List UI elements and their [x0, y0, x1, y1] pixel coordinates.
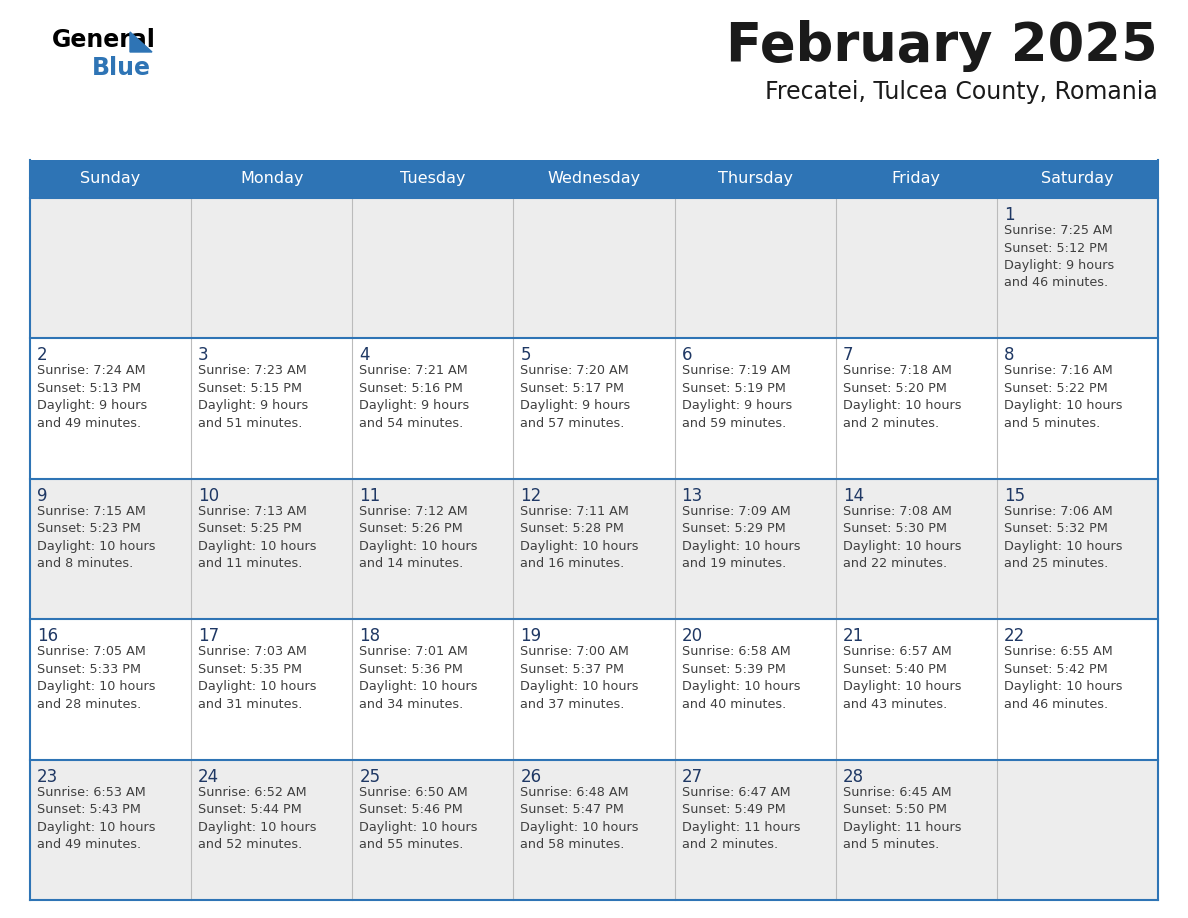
Text: Sunrise: 7:20 AM
Sunset: 5:17 PM
Daylight: 9 hours
and 57 minutes.: Sunrise: 7:20 AM Sunset: 5:17 PM Dayligh… [520, 364, 631, 430]
Text: Sunrise: 7:08 AM
Sunset: 5:30 PM
Daylight: 10 hours
and 22 minutes.: Sunrise: 7:08 AM Sunset: 5:30 PM Dayligh… [842, 505, 961, 570]
Text: 14: 14 [842, 487, 864, 505]
Text: 20: 20 [682, 627, 702, 645]
Text: Tuesday: Tuesday [400, 172, 466, 186]
Text: Sunrise: 7:16 AM
Sunset: 5:22 PM
Daylight: 10 hours
and 5 minutes.: Sunrise: 7:16 AM Sunset: 5:22 PM Dayligh… [1004, 364, 1123, 430]
Text: Sunrise: 7:15 AM
Sunset: 5:23 PM
Daylight: 10 hours
and 8 minutes.: Sunrise: 7:15 AM Sunset: 5:23 PM Dayligh… [37, 505, 156, 570]
Bar [30, 339, 1158, 479]
Text: 2: 2 [37, 346, 48, 364]
Text: Friday: Friday [892, 172, 941, 186]
Text: 11: 11 [359, 487, 380, 505]
Text: Wednesday: Wednesday [548, 172, 640, 186]
Text: 15: 15 [1004, 487, 1025, 505]
Text: Sunrise: 7:09 AM
Sunset: 5:29 PM
Daylight: 10 hours
and 19 minutes.: Sunrise: 7:09 AM Sunset: 5:29 PM Dayligh… [682, 505, 800, 570]
Text: 1: 1 [1004, 206, 1015, 224]
Text: Sunrise: 6:55 AM
Sunset: 5:42 PM
Daylight: 10 hours
and 46 minutes.: Sunrise: 6:55 AM Sunset: 5:42 PM Dayligh… [1004, 645, 1123, 711]
Text: Sunrise: 7:23 AM
Sunset: 5:15 PM
Daylight: 9 hours
and 51 minutes.: Sunrise: 7:23 AM Sunset: 5:15 PM Dayligh… [198, 364, 309, 430]
Bar [30, 479, 1158, 620]
Text: 13: 13 [682, 487, 703, 505]
Text: 28: 28 [842, 767, 864, 786]
Text: 18: 18 [359, 627, 380, 645]
Text: Sunrise: 6:52 AM
Sunset: 5:44 PM
Daylight: 10 hours
and 52 minutes.: Sunrise: 6:52 AM Sunset: 5:44 PM Dayligh… [198, 786, 317, 851]
Bar [30, 759, 1158, 900]
Text: 6: 6 [682, 346, 693, 364]
Text: Sunrise: 7:06 AM
Sunset: 5:32 PM
Daylight: 10 hours
and 25 minutes.: Sunrise: 7:06 AM Sunset: 5:32 PM Dayligh… [1004, 505, 1123, 570]
Text: 8: 8 [1004, 346, 1015, 364]
Text: 17: 17 [198, 627, 220, 645]
Text: 25: 25 [359, 767, 380, 786]
Text: Sunrise: 7:24 AM
Sunset: 5:13 PM
Daylight: 9 hours
and 49 minutes.: Sunrise: 7:24 AM Sunset: 5:13 PM Dayligh… [37, 364, 147, 430]
Text: Sunrise: 6:53 AM
Sunset: 5:43 PM
Daylight: 10 hours
and 49 minutes.: Sunrise: 6:53 AM Sunset: 5:43 PM Dayligh… [37, 786, 156, 851]
Text: Sunrise: 7:11 AM
Sunset: 5:28 PM
Daylight: 10 hours
and 16 minutes.: Sunrise: 7:11 AM Sunset: 5:28 PM Dayligh… [520, 505, 639, 570]
Text: 12: 12 [520, 487, 542, 505]
Text: 16: 16 [37, 627, 58, 645]
Text: 7: 7 [842, 346, 853, 364]
Text: Sunrise: 6:45 AM
Sunset: 5:50 PM
Daylight: 11 hours
and 5 minutes.: Sunrise: 6:45 AM Sunset: 5:50 PM Dayligh… [842, 786, 961, 851]
Bar [30, 620, 1158, 759]
Text: Sunrise: 7:03 AM
Sunset: 5:35 PM
Daylight: 10 hours
and 31 minutes.: Sunrise: 7:03 AM Sunset: 5:35 PM Dayligh… [198, 645, 317, 711]
Text: Sunrise: 7:21 AM
Sunset: 5:16 PM
Daylight: 9 hours
and 54 minutes.: Sunrise: 7:21 AM Sunset: 5:16 PM Dayligh… [359, 364, 469, 430]
Text: Thursday: Thursday [718, 172, 792, 186]
Text: 26: 26 [520, 767, 542, 786]
Text: 10: 10 [198, 487, 220, 505]
Text: 5: 5 [520, 346, 531, 364]
Text: 22: 22 [1004, 627, 1025, 645]
Text: Sunrise: 7:01 AM
Sunset: 5:36 PM
Daylight: 10 hours
and 34 minutes.: Sunrise: 7:01 AM Sunset: 5:36 PM Dayligh… [359, 645, 478, 711]
Text: Monday: Monday [240, 172, 303, 186]
Text: Sunrise: 7:05 AM
Sunset: 5:33 PM
Daylight: 10 hours
and 28 minutes.: Sunrise: 7:05 AM Sunset: 5:33 PM Dayligh… [37, 645, 156, 711]
Text: 24: 24 [198, 767, 220, 786]
Text: Saturday: Saturday [1041, 172, 1113, 186]
Text: 9: 9 [37, 487, 48, 505]
Text: Sunrise: 6:57 AM
Sunset: 5:40 PM
Daylight: 10 hours
and 43 minutes.: Sunrise: 6:57 AM Sunset: 5:40 PM Dayligh… [842, 645, 961, 711]
Polygon shape [129, 32, 152, 52]
Text: Sunday: Sunday [81, 172, 140, 186]
Text: General: General [52, 28, 156, 52]
Text: 4: 4 [359, 346, 369, 364]
Text: Sunrise: 7:19 AM
Sunset: 5:19 PM
Daylight: 9 hours
and 59 minutes.: Sunrise: 7:19 AM Sunset: 5:19 PM Dayligh… [682, 364, 792, 430]
Text: 19: 19 [520, 627, 542, 645]
Bar [30, 160, 1158, 198]
Text: 3: 3 [198, 346, 209, 364]
Text: Sunrise: 7:18 AM
Sunset: 5:20 PM
Daylight: 10 hours
and 2 minutes.: Sunrise: 7:18 AM Sunset: 5:20 PM Dayligh… [842, 364, 961, 430]
Text: February 2025: February 2025 [726, 20, 1158, 72]
Bar [30, 198, 1158, 339]
Text: Sunrise: 7:25 AM
Sunset: 5:12 PM
Daylight: 9 hours
and 46 minutes.: Sunrise: 7:25 AM Sunset: 5:12 PM Dayligh… [1004, 224, 1114, 289]
Text: Frecatei, Tulcea County, Romania: Frecatei, Tulcea County, Romania [765, 80, 1158, 104]
Text: Sunrise: 7:12 AM
Sunset: 5:26 PM
Daylight: 10 hours
and 14 minutes.: Sunrise: 7:12 AM Sunset: 5:26 PM Dayligh… [359, 505, 478, 570]
Text: Sunrise: 7:13 AM
Sunset: 5:25 PM
Daylight: 10 hours
and 11 minutes.: Sunrise: 7:13 AM Sunset: 5:25 PM Dayligh… [198, 505, 317, 570]
Text: Sunrise: 6:48 AM
Sunset: 5:47 PM
Daylight: 10 hours
and 58 minutes.: Sunrise: 6:48 AM Sunset: 5:47 PM Dayligh… [520, 786, 639, 851]
Text: Blue: Blue [91, 56, 151, 80]
Text: 23: 23 [37, 767, 58, 786]
Text: 21: 21 [842, 627, 864, 645]
Text: Sunrise: 7:00 AM
Sunset: 5:37 PM
Daylight: 10 hours
and 37 minutes.: Sunrise: 7:00 AM Sunset: 5:37 PM Dayligh… [520, 645, 639, 711]
Text: Sunrise: 6:58 AM
Sunset: 5:39 PM
Daylight: 10 hours
and 40 minutes.: Sunrise: 6:58 AM Sunset: 5:39 PM Dayligh… [682, 645, 800, 711]
Text: 27: 27 [682, 767, 702, 786]
Text: Sunrise: 6:50 AM
Sunset: 5:46 PM
Daylight: 10 hours
and 55 minutes.: Sunrise: 6:50 AM Sunset: 5:46 PM Dayligh… [359, 786, 478, 851]
Text: Sunrise: 6:47 AM
Sunset: 5:49 PM
Daylight: 11 hours
and 2 minutes.: Sunrise: 6:47 AM Sunset: 5:49 PM Dayligh… [682, 786, 800, 851]
